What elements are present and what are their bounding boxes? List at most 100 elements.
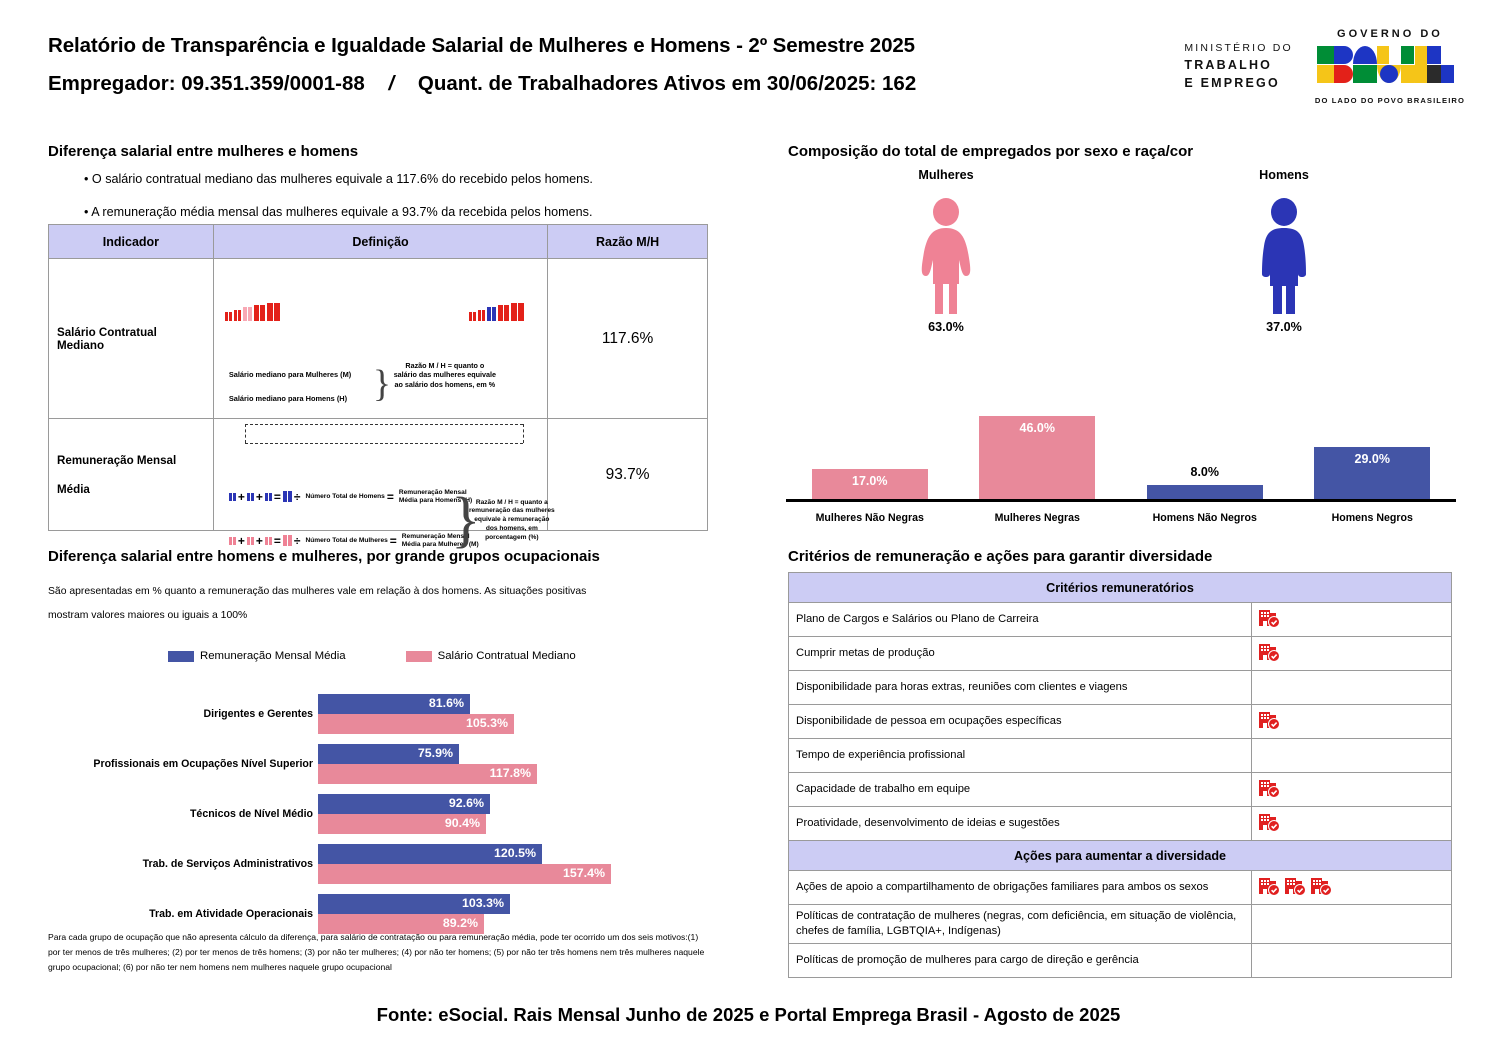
- group-bars: 92.6% 90.4%: [318, 793, 668, 834]
- person-icon-total: [282, 535, 292, 547]
- criteria-label: Tempo de experiência profissional: [788, 738, 1252, 773]
- criteria-section-header: Critérios remuneratórios: [788, 572, 1452, 603]
- ratio-median-salary: 117.6%: [547, 258, 708, 419]
- occupations-heading: Diferença salarial entre homens e mulher…: [48, 548, 600, 565]
- criteria-section-header: Ações para aumentar a diversidade: [788, 840, 1452, 871]
- building-check-icon: [1258, 776, 1280, 803]
- report-header: Relatório de Transparência e Igualdade S…: [0, 0, 1497, 118]
- bar-value-label: 46.0%: [1019, 421, 1055, 435]
- active-workers-label: Quant. de Trabalhadores Ativos em 30/06/…: [417, 72, 917, 95]
- men-percentage: 37.0%: [1266, 320, 1302, 334]
- gov-brasil-logo: GOVERNO DO: [1315, 28, 1465, 105]
- bullet-average: • A remuneração média mensal das mulhere…: [84, 205, 593, 219]
- mark-group: [1258, 708, 1445, 735]
- table-row: Ações de apoio a compartilhamento de obr…: [788, 870, 1452, 905]
- bar-group: Trab. de Serviços Administrativos 120.5%…: [48, 842, 668, 885]
- bar-value-label: 29.0%: [1354, 452, 1390, 466]
- building-check-icon: [1258, 874, 1280, 901]
- dash-line-bottom: [244, 442, 523, 444]
- subtitle-line-2: mostram valores maiores ou iguais a 100%: [48, 610, 248, 622]
- building-check-icon: [1258, 708, 1280, 735]
- bar-cell: 17.0%: [786, 408, 954, 500]
- person-icon: [233, 309, 241, 321]
- criteria-label: Cumprir metas de produção: [788, 636, 1252, 671]
- col-definicao: Definição: [212, 224, 549, 259]
- table-row: Remuneração Mensal Média +: [48, 418, 708, 551]
- employer-line: Empregador: 09.351.359/0001-88 / Quant. …: [48, 72, 916, 96]
- criteria-table: Critérios remuneratórios Plano de Cargos…: [788, 572, 1452, 979]
- indicator-monthly-pay: Remuneração Mensal Média: [48, 418, 214, 531]
- equals-icon: =: [386, 489, 394, 504]
- criteria-label: Ações de apoio a compartilhamento de obr…: [788, 870, 1252, 905]
- chart-baseline-axis: [786, 499, 1456, 502]
- person-icon: [246, 536, 254, 545]
- bar-value-label: 105.3%: [465, 715, 508, 730]
- indicator-line-2: Média: [57, 482, 90, 496]
- table-row: Proatividade, desenvolvimento de ideias …: [788, 806, 1452, 841]
- bar-media: 81.6%: [318, 693, 470, 714]
- bar-homens-nao-negros: 8.0%: [1146, 465, 1263, 500]
- group-bars: 103.3% 89.2%: [318, 893, 668, 934]
- result-women-label: Remuneração Mensal Média para Mulheres (…: [401, 532, 479, 548]
- ministry-line-2: TRABALHO: [1184, 57, 1273, 72]
- table-row: Disponibilidade de pessoa em ocupações e…: [788, 704, 1452, 739]
- person-icon: [253, 304, 265, 321]
- building-check-icon: [1258, 810, 1280, 837]
- bar-group: Dirigentes e Gerentes 81.6% 105.3%: [48, 692, 668, 735]
- composition-figures: Mulheres 63.0% Homens 37.0%: [786, 168, 1456, 368]
- criteria-mark-cell: [1251, 870, 1452, 905]
- person-icon: [511, 302, 525, 321]
- women-caption: Mulheres: [918, 168, 974, 182]
- mark-group: [1258, 874, 1445, 901]
- table-row: Políticas de promoção de mulheres para c…: [788, 943, 1452, 979]
- table-row: Disponibilidade para horas extras, reuni…: [788, 670, 1452, 705]
- divide-icon: ÷: [293, 533, 301, 548]
- table-row: Tempo de experiência profissional: [788, 738, 1452, 773]
- formula-row-women: + + =: [228, 532, 482, 549]
- building-check-icon: [1284, 874, 1306, 901]
- ministry-line-1: MINISTÉRIO DO: [1184, 41, 1293, 54]
- person-icon: [469, 311, 477, 321]
- bar-media: 103.3%: [318, 893, 510, 914]
- person-icon-total: [282, 491, 292, 503]
- ratio-monthly-pay: 93.7%: [547, 418, 708, 531]
- criteria-mark-cell: [1251, 772, 1452, 807]
- page-title: Relatório de Transparência e Igualdade S…: [48, 34, 915, 57]
- bar-mediano: 157.4%: [318, 863, 611, 884]
- category-label: Homens Não Negros: [1152, 512, 1257, 524]
- ministry-line-3: E EMPREGO: [1184, 76, 1280, 91]
- criteria-heading: Critérios de remuneração e ações para ga…: [788, 548, 1213, 565]
- formula-row-men: + + =: [228, 488, 479, 505]
- col-indicador: Indicador: [48, 224, 214, 259]
- equals-icon: =: [273, 533, 281, 548]
- bar-value-label: 103.3%: [461, 895, 504, 910]
- category-label: Homens Negros: [1331, 512, 1413, 524]
- bar-value-label: 90.4%: [444, 815, 480, 830]
- salary-diff-heading: Diferença salarial entre mulheres e home…: [48, 143, 359, 160]
- definition-cell-median: Salário mediano para Mulheres (M) Salári…: [212, 258, 549, 444]
- person-icon: [264, 492, 272, 501]
- bar-media: 120.5%: [318, 843, 542, 864]
- woman-figure-icon: [846, 194, 1046, 314]
- composition-men: Homens 37.0%: [1184, 168, 1384, 334]
- men-caption: Homens: [1259, 168, 1309, 182]
- bar-cell: 8.0%: [1121, 408, 1289, 500]
- group-label: Trab. de Serviços Administrativos: [142, 857, 313, 870]
- bar-mediano: 90.4%: [318, 813, 486, 834]
- table-row: Capacidade de trabalho em equipe: [788, 772, 1452, 807]
- category-labels: Mulheres Não Negras Mulheres Negras Home…: [786, 512, 1456, 524]
- legend-label: Salário Contratual Mediano: [437, 650, 576, 662]
- person-icon: [228, 492, 236, 501]
- criteria-mark-cell: [1251, 903, 1452, 945]
- criteria-mark-cell: [1251, 738, 1452, 773]
- result-men-label: Remuneração Mensal Média para Homens (H): [398, 488, 473, 504]
- bar-mediano: 105.3%: [318, 713, 514, 734]
- legend-item-mediano: Salário Contratual Mediano: [405, 650, 576, 662]
- criteria-mark-cell: [1251, 670, 1452, 705]
- title-separator: /: [388, 72, 395, 95]
- occupations-subtitle: São apresentadas em % quanto a remuneraç…: [48, 580, 708, 629]
- criteria-section2-title: Ações para aumentar a diversidade: [788, 840, 1452, 871]
- group-label: Técnicos de Nível Médio: [189, 807, 313, 820]
- occupations-bar-chart: Dirigentes e Gerentes 81.6% 105.3% Profi…: [48, 692, 668, 942]
- person-icon: [224, 311, 232, 321]
